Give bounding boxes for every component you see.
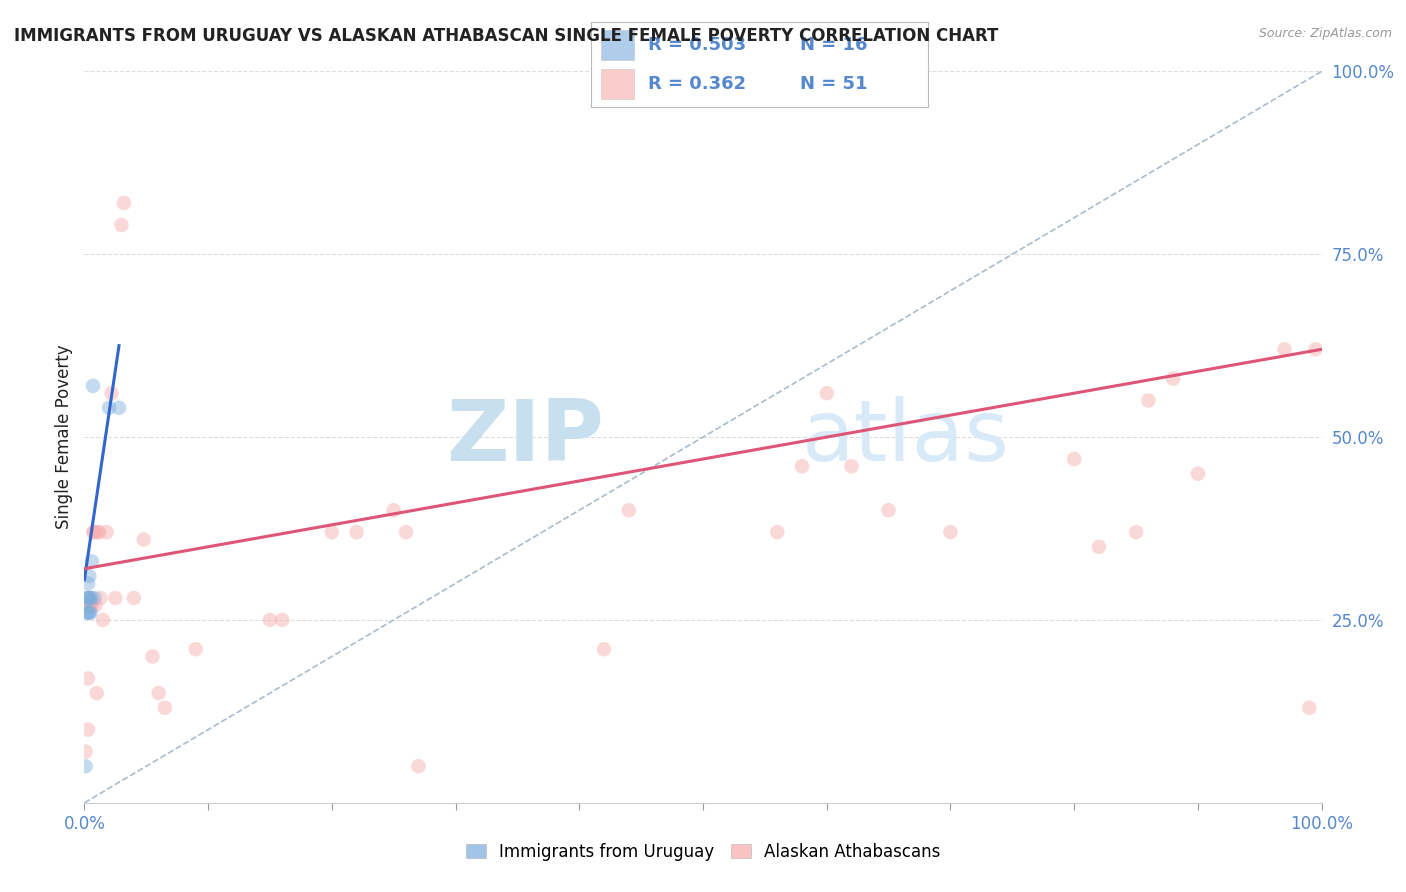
Point — [89, 591, 111, 605]
Point — [271, 613, 294, 627]
Point — [1274, 343, 1296, 357]
Point — [1063, 452, 1085, 467]
Point — [382, 503, 405, 517]
Point — [89, 525, 111, 540]
Point — [259, 613, 281, 627]
Point — [79, 599, 101, 613]
Point — [766, 525, 789, 540]
Point — [75, 745, 97, 759]
Point — [108, 401, 131, 415]
Point — [1187, 467, 1209, 481]
Point — [91, 613, 114, 627]
Point — [79, 606, 101, 620]
Point — [815, 386, 838, 401]
Text: N = 51: N = 51 — [800, 75, 868, 93]
Point — [79, 599, 101, 613]
Legend: Immigrants from Uruguay, Alaskan Athabascans: Immigrants from Uruguay, Alaskan Athabas… — [458, 837, 948, 868]
Point — [408, 759, 430, 773]
Point — [100, 386, 122, 401]
Point — [1161, 371, 1184, 385]
Point — [80, 599, 103, 613]
Point — [79, 591, 101, 605]
Point — [82, 379, 104, 393]
Text: R = 0.503: R = 0.503 — [648, 36, 747, 54]
Point — [112, 196, 135, 211]
Point — [87, 525, 110, 540]
Point — [98, 401, 121, 415]
Point — [790, 459, 813, 474]
Point — [110, 218, 132, 232]
Point — [79, 591, 101, 605]
Point — [184, 642, 207, 657]
Point — [122, 591, 145, 605]
Text: R = 0.362: R = 0.362 — [648, 75, 747, 93]
Point — [1137, 393, 1160, 408]
Point — [77, 606, 100, 620]
Point — [395, 525, 418, 540]
Point — [1125, 525, 1147, 540]
Point — [939, 525, 962, 540]
Point — [593, 642, 616, 657]
Point — [79, 591, 101, 605]
Point — [617, 503, 640, 517]
Point — [82, 525, 104, 540]
Point — [148, 686, 170, 700]
Point — [77, 576, 100, 591]
Text: Source: ZipAtlas.com: Source: ZipAtlas.com — [1258, 27, 1392, 40]
Point — [153, 700, 176, 714]
Point — [877, 503, 900, 517]
Point — [79, 606, 101, 620]
Point — [76, 599, 98, 613]
Point — [80, 554, 103, 568]
Point — [77, 672, 100, 686]
Point — [83, 591, 105, 605]
Point — [346, 525, 368, 540]
Y-axis label: Single Female Poverty: Single Female Poverty — [55, 345, 73, 529]
Point — [75, 759, 97, 773]
Point — [132, 533, 155, 547]
Text: ZIP: ZIP — [446, 395, 605, 479]
Text: atlas: atlas — [801, 395, 1010, 479]
Point — [96, 525, 118, 540]
Point — [76, 606, 98, 620]
Point — [1298, 700, 1320, 714]
Point — [76, 591, 98, 605]
Text: IMMIGRANTS FROM URUGUAY VS ALASKAN ATHABASCAN SINGLE FEMALE POVERTY CORRELATION : IMMIGRANTS FROM URUGUAY VS ALASKAN ATHAB… — [14, 27, 998, 45]
Point — [1305, 343, 1327, 357]
Point — [77, 723, 100, 737]
Point — [141, 649, 163, 664]
FancyBboxPatch shape — [600, 30, 634, 60]
Point — [104, 591, 127, 605]
FancyBboxPatch shape — [600, 69, 634, 99]
Point — [79, 569, 101, 583]
Point — [84, 599, 107, 613]
Text: N = 16: N = 16 — [800, 36, 868, 54]
Point — [321, 525, 343, 540]
Point — [83, 525, 105, 540]
Point — [77, 591, 100, 605]
Point — [841, 459, 863, 474]
Point — [1088, 540, 1111, 554]
Point — [86, 686, 108, 700]
